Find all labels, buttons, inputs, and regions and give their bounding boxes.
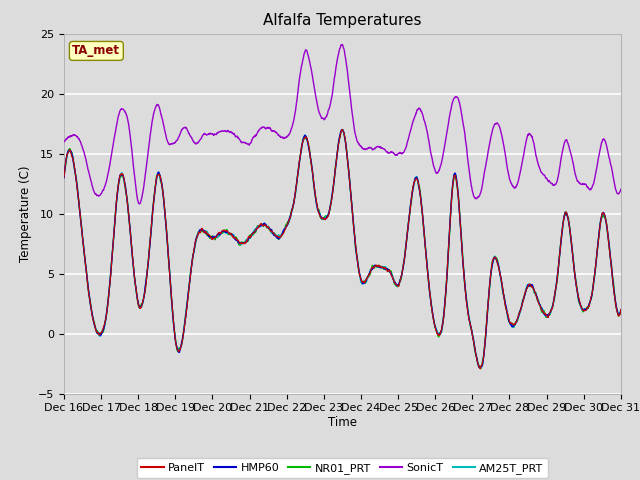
Y-axis label: Temperature (C): Temperature (C) <box>19 165 33 262</box>
X-axis label: Time: Time <box>328 416 357 429</box>
Title: Alfalfa Temperatures: Alfalfa Temperatures <box>263 13 422 28</box>
Legend: PanelT, HMP60, NR01_PRT, SonicT, AM25T_PRT: PanelT, HMP60, NR01_PRT, SonicT, AM25T_P… <box>137 458 548 478</box>
Text: TA_met: TA_met <box>72 44 120 58</box>
